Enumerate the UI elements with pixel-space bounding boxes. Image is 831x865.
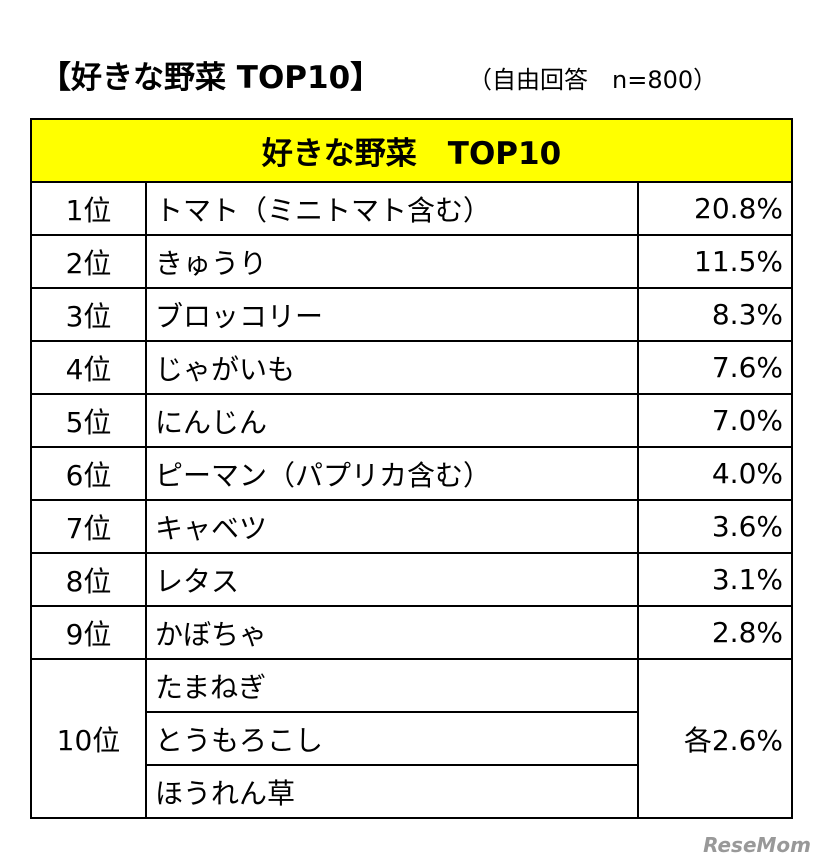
- rank-cell: 2位: [30, 234, 147, 289]
- item-cell: じゃがいも: [145, 340, 639, 395]
- value-cell: 2.8%: [637, 605, 793, 660]
- table-row: 7位 キャベツ 3.6%: [30, 499, 793, 554]
- item-cell: レタス: [145, 552, 639, 607]
- rank-cell: 3位: [30, 287, 147, 342]
- page-subtitle: （自由回答 n=800）: [468, 66, 718, 94]
- table-row: 9位 かぼちゃ 2.8%: [30, 605, 793, 660]
- rank-cell: 9位: [30, 605, 147, 660]
- item-cell: とうもろこし: [145, 711, 639, 766]
- table-row: ほうれん草: [31, 764, 792, 819]
- value-cell: 各2.6%: [637, 658, 793, 819]
- table-title: 好きな野菜 TOP10: [30, 118, 793, 183]
- rank-cell: 10位: [30, 658, 147, 819]
- item-cell: トマト（ミニトマト含む）: [145, 181, 639, 236]
- item-cell: ほうれん草: [145, 764, 639, 819]
- value-cell: 20.8%: [637, 181, 793, 236]
- rank-cell: 4位: [30, 340, 147, 395]
- table-row: 3位 ブロッコリー 8.3%: [30, 287, 793, 342]
- value-cell: 4.0%: [637, 446, 793, 501]
- table-row: 1位 トマト（ミニトマト含む） 20.8%: [30, 181, 793, 236]
- item-cell: きゅうり: [145, 234, 639, 289]
- item-cell: ピーマン（パプリカ含む）: [145, 446, 639, 501]
- value-cell: 8.3%: [637, 287, 793, 342]
- table-row: 2位 きゅうり 11.5%: [30, 234, 793, 289]
- rank-cell: 8位: [30, 552, 147, 607]
- page-title: 【好きな野菜 TOP10】: [40, 60, 382, 96]
- value-cell: 3.1%: [637, 552, 793, 607]
- item-cell: にんじん: [145, 393, 639, 448]
- item-cell: キャベツ: [145, 499, 639, 554]
- value-cell: 7.6%: [637, 340, 793, 395]
- table-row: 4位 じゃがいも 7.6%: [30, 340, 793, 395]
- rank-cell: 5位: [30, 393, 147, 448]
- watermark: ReseMom: [703, 833, 811, 857]
- rank-cell: 1位: [30, 181, 147, 236]
- rank-cell: 6位: [30, 446, 147, 501]
- table-row: 6位 ピーマン（パプリカ含む） 4.0%: [30, 446, 793, 501]
- table-row: 5位 にんじん 7.0%: [30, 393, 793, 448]
- item-cell: かぼちゃ: [145, 605, 639, 660]
- ranking-table: 好きな野菜 TOP10 1位 トマト（ミニトマト含む） 20.8% 2位 きゅうり 11.…: [30, 118, 793, 819]
- table-row: 8位 レタス 3.1%: [30, 552, 793, 607]
- value-cell: 3.6%: [637, 499, 793, 554]
- item-cell: たまねぎ: [145, 658, 639, 713]
- item-cell: ブロッコリー: [145, 287, 639, 342]
- rank-cell: 7位: [30, 499, 147, 554]
- value-cell: 11.5%: [637, 234, 793, 289]
- table-row: 10位 たまねぎ 各2.6%: [30, 658, 793, 819]
- table-row: とうもろこし: [31, 711, 792, 766]
- value-cell: 7.0%: [637, 393, 793, 448]
